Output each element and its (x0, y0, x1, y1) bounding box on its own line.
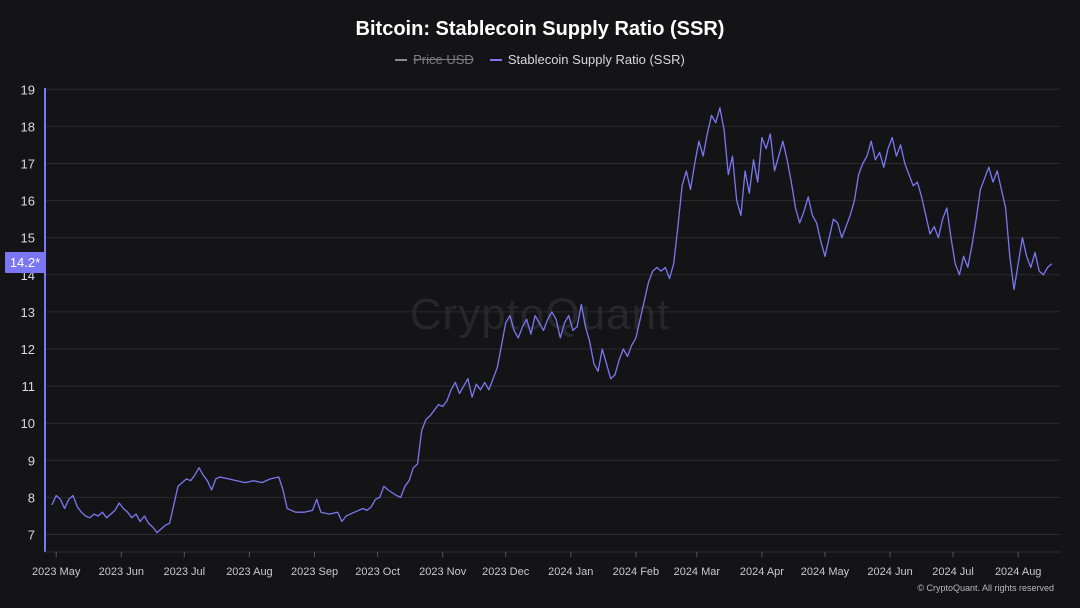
y-tick-label: 17 (21, 157, 35, 172)
x-tick-label: 2024 Mar (674, 566, 721, 578)
current-value-badge: 14.2* (5, 252, 45, 273)
x-tick-label: 2023 Aug (226, 566, 273, 578)
copyright-credit: © CryptoQuant. All rights reserved (917, 583, 1054, 593)
x-tick-label: 2024 Aug (995, 566, 1042, 578)
ssr-series-line[interactable] (51, 107, 1053, 534)
x-tick-label: 2024 Jul (932, 566, 974, 578)
x-tick-label: 2024 May (801, 566, 850, 578)
y-tick-label: 11 (22, 379, 36, 394)
x-tick-label: 2023 Nov (419, 566, 467, 578)
legend-swatch-price (395, 58, 408, 61)
legend-label-ssr: Stablecoin Supply Ratio (SSR) (507, 52, 685, 67)
chart-title: Bitcoin: Stablecoin Supply Ratio (SSR) (355, 18, 725, 40)
x-tick-label: 2023 May (32, 566, 81, 578)
x-tick-label: 2023 Sep (291, 566, 338, 578)
y-tick-label: 7 (28, 528, 35, 543)
x-tick-label: 2024 Jun (867, 566, 912, 578)
x-tick-label: 2023 Oct (355, 566, 400, 578)
x-tick-label: 2023 Jun (99, 566, 144, 578)
y-tick-label: 16 (21, 194, 35, 209)
y-tick-label: 9 (28, 453, 35, 468)
legend-swatch-ssr (489, 58, 502, 61)
y-tick-label: 8 (28, 490, 35, 505)
x-tick-label: 2024 Jan (548, 566, 593, 578)
legend-item-price-usd[interactable]: Price USD (395, 52, 474, 67)
x-tick-label: 2023 Dec (482, 566, 530, 578)
y-tick-label: 18 (21, 119, 35, 134)
x-tick-label: 2024 Feb (613, 566, 659, 578)
legend: Price USD Stablecoin Supply Ratio (SSR) (0, 52, 1080, 67)
y-tick-label: 19 (21, 82, 35, 97)
legend-item-ssr[interactable]: Stablecoin Supply Ratio (SSR) (489, 52, 685, 67)
y-tick-label: 15 (21, 231, 35, 246)
watermark: CryptoQuant (409, 290, 671, 339)
y-tick-label: 13 (21, 305, 35, 320)
x-tick-label: 2024 Apr (740, 566, 784, 578)
y-tick-label: 10 (21, 416, 35, 431)
y-tick-label: 12 (21, 342, 35, 357)
x-tick-label: 2023 Jul (164, 566, 206, 578)
legend-label-price: Price USD (413, 52, 474, 67)
